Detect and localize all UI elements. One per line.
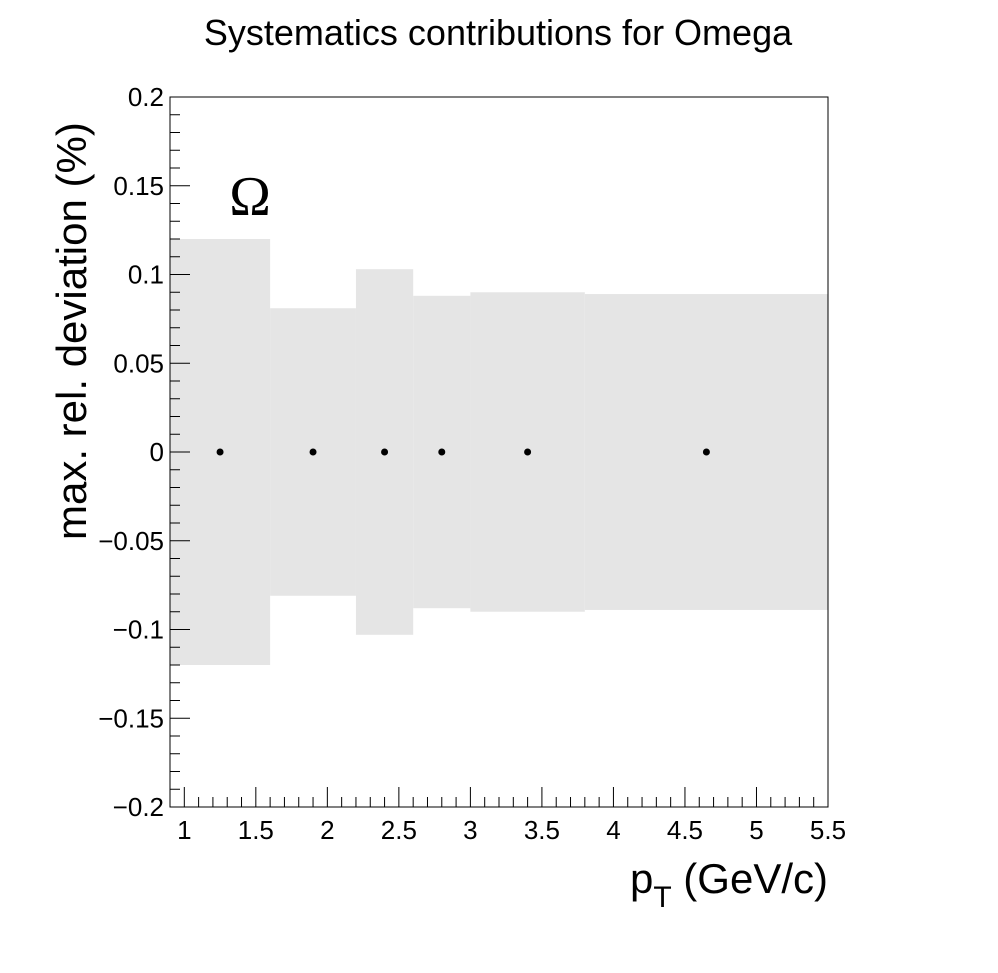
x-tick-labels: 1 1.5 2 2.5 3 3.5 4 4.5 5 5.5 xyxy=(177,815,846,845)
omega-symbol-label: Ω xyxy=(229,166,271,228)
x-tick-label: 2 xyxy=(320,815,334,845)
plot-frame xyxy=(169,96,829,808)
x-tick-label: 4 xyxy=(606,815,620,845)
y-tick-label: 0.2 xyxy=(128,82,164,112)
y-tick-label: −0.2 xyxy=(113,792,164,822)
x-tick-label: 5.5 xyxy=(810,815,846,845)
y-tick-label: 0.15 xyxy=(113,171,164,201)
y-tick-labels: −0.2 −0.15 −0.1 −0.05 0 0.05 0.1 0.15 0.2 xyxy=(98,82,164,822)
data-point-4 xyxy=(524,448,532,456)
chart-title: Systematics contributions for Omega xyxy=(204,12,793,53)
x-tick-label: 1 xyxy=(177,815,191,845)
x-tick-label: 3.5 xyxy=(524,815,560,845)
y-tick-label: −0.1 xyxy=(113,615,164,645)
data-point-1 xyxy=(309,448,317,456)
x-tick-label: 4.5 xyxy=(667,815,703,845)
y-tick-label: −0.15 xyxy=(98,703,164,733)
data-points xyxy=(216,448,710,456)
x-axis-title: pT (GeV/c) xyxy=(630,855,828,914)
x-axis-title-p: p xyxy=(630,855,653,902)
x-tick-label: 3 xyxy=(463,815,477,845)
y-axis-title: max. rel. deviation (%) xyxy=(48,122,95,540)
x-tick-label: 5 xyxy=(749,815,763,845)
data-point-5 xyxy=(702,448,710,456)
y-tick-label: 0.05 xyxy=(113,348,164,378)
y-tick-label: 0 xyxy=(150,437,164,467)
data-point-2 xyxy=(381,448,389,456)
y-tick-label: 0.1 xyxy=(128,260,164,290)
axis-ticks xyxy=(169,96,829,808)
x-axis-title-subscript: T xyxy=(653,881,671,914)
x-axis-title-unit: (GeV/c) xyxy=(672,855,828,902)
y-tick-label: −0.05 xyxy=(98,526,164,556)
data-point-0 xyxy=(216,448,224,456)
x-tick-label: 2.5 xyxy=(381,815,417,845)
systematics-bands xyxy=(170,239,828,665)
data-point-3 xyxy=(438,448,446,456)
x-tick-label: 1.5 xyxy=(238,815,274,845)
